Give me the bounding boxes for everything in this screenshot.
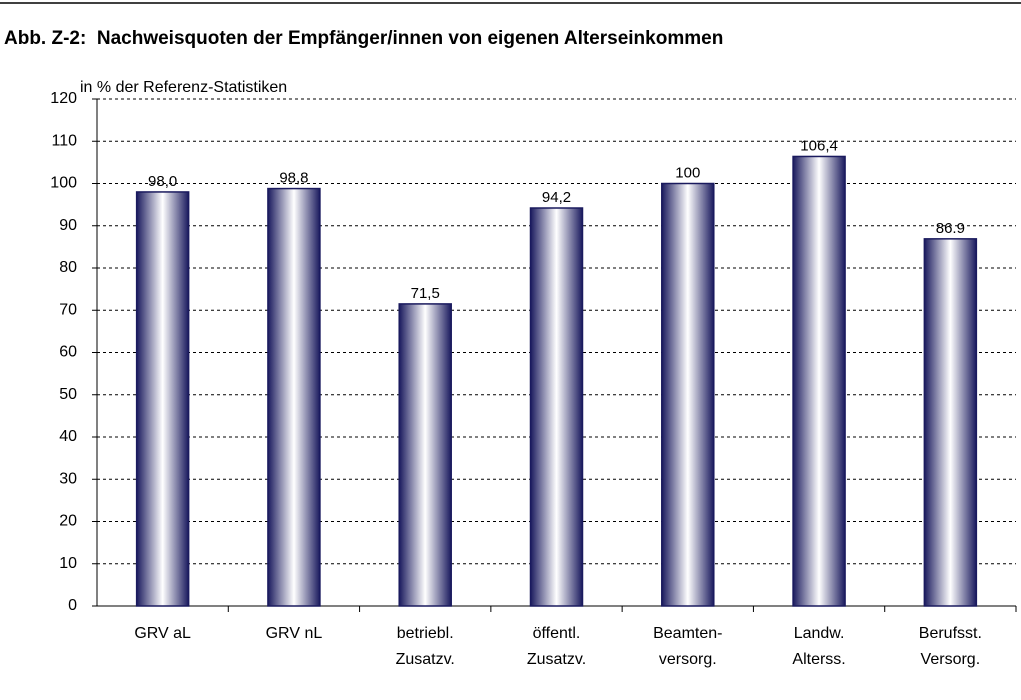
y-tick-label: 70 — [59, 301, 77, 318]
y-tick-label: 40 — [59, 428, 77, 445]
bar — [923, 238, 978, 607]
bar — [792, 155, 846, 607]
chart-title: Abb. Z-2: Nachweisquoten der Empfänger/i… — [4, 28, 723, 49]
x-tick-label: Beamten-versorg. — [653, 625, 722, 668]
y-tick-label: 50 — [59, 386, 77, 403]
y-tick-label: 110 — [51, 132, 77, 149]
y-tick-label: 120 — [50, 90, 77, 107]
y-tick-label: 20 — [59, 513, 77, 530]
y-tick-label: 10 — [59, 555, 77, 572]
y-tick-label: 30 — [59, 470, 77, 487]
x-tick-label: Berufsst. Versorg. — [919, 625, 982, 668]
x-tick-label: GRV nL — [266, 625, 323, 642]
x-tick-label: GRV aL — [134, 625, 191, 642]
y-tick-label: 90 — [59, 217, 77, 234]
y-axis-label: in % der Referenz-Statistiken — [80, 79, 287, 96]
value-label: 100 — [675, 164, 700, 181]
value-label: 94,2 — [542, 189, 571, 206]
y-tick-label: 80 — [59, 259, 77, 276]
bar — [267, 187, 321, 607]
x-tick-label: Landw. Alterss. — [792, 625, 845, 668]
value-label: 71,5 — [411, 285, 440, 302]
y-tick-label: 0 — [68, 597, 77, 614]
y-tick-label: 100 — [50, 175, 77, 192]
value-label: 86.9 — [936, 220, 965, 237]
x-tick-label: betriebl. Zusatzv. — [396, 625, 455, 668]
bar — [398, 303, 452, 607]
value-label: 98,8 — [279, 170, 308, 187]
bar — [661, 182, 715, 607]
bar — [135, 191, 190, 607]
y-tick-label: 60 — [59, 344, 77, 361]
value-label: 98,0 — [148, 173, 177, 190]
bar — [529, 207, 584, 607]
value-label: 106,4 — [800, 137, 838, 154]
x-tick-label: öffentl. Zusatzv. — [527, 625, 586, 668]
